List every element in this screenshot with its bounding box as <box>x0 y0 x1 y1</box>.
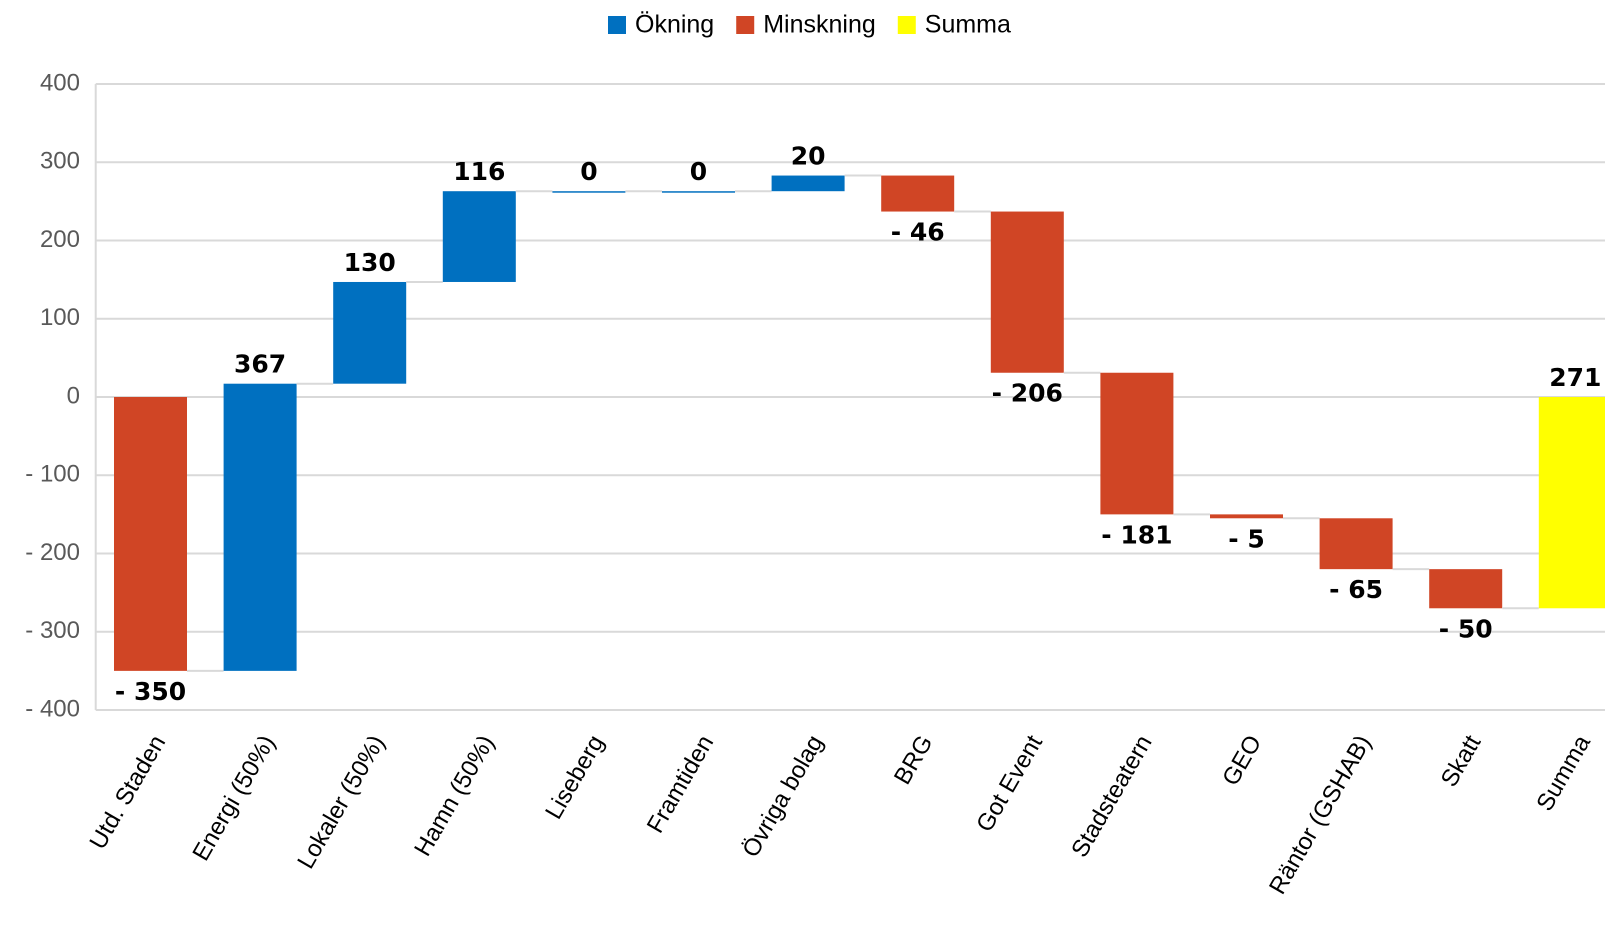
y-tick-label: 400 <box>40 69 80 96</box>
bar <box>662 191 735 193</box>
bar <box>114 397 187 671</box>
x-tick-label: Utd. Staden <box>84 731 171 854</box>
x-tick-label: Got Event <box>971 730 1048 836</box>
y-tick-label: 100 <box>40 304 80 331</box>
legend-swatch <box>736 16 755 34</box>
legend-label: Ökning <box>635 11 714 39</box>
legend: Ökning Minskning Summa <box>608 11 1011 39</box>
category-label-group: Räntor (GSHAB) <box>1264 731 1377 899</box>
y-tick-label: 300 <box>40 148 80 175</box>
value-label: - 5 <box>1228 524 1264 553</box>
legend-swatch <box>608 16 626 34</box>
value-label: - 181 <box>1101 520 1172 549</box>
category-label-group: Framtiden <box>642 731 719 838</box>
x-tick-label: BRG <box>889 731 938 790</box>
value-label: 0 <box>580 157 597 186</box>
y-tick-label: 200 <box>40 226 80 253</box>
value-label: 271 <box>1549 363 1601 392</box>
x-tick-label: Lokaler (50%) <box>292 731 390 874</box>
x-tick-label: Räntor (GSHAB) <box>1264 731 1377 899</box>
x-tick-label: Hamn (50%) <box>409 731 500 861</box>
value-label: 116 <box>453 157 505 186</box>
category-label-group: BRG <box>889 731 938 790</box>
bar <box>881 175 955 212</box>
bar <box>1429 569 1503 609</box>
y-tick-label: - 200 <box>25 539 80 566</box>
value-label: - 65 <box>1329 575 1383 604</box>
category-label-group: Energi (50%) <box>187 731 280 866</box>
value-label: 20 <box>791 142 826 171</box>
bar <box>990 211 1064 373</box>
x-tick-label: GEO <box>1217 731 1267 791</box>
x-tick-label: Stadsteatern <box>1066 731 1157 862</box>
bar <box>333 281 407 384</box>
category-label-group: Skatt <box>1436 730 1487 791</box>
bar <box>223 383 297 671</box>
x-tick-label: Liseberg <box>540 731 609 824</box>
value-label: - 46 <box>891 218 945 247</box>
category-label-group: Utd. Staden <box>84 731 171 854</box>
bar <box>552 191 626 193</box>
y-tick-label: 0 <box>67 382 80 409</box>
category-label-group: Got Event <box>971 730 1048 836</box>
legend-swatch <box>897 16 916 34</box>
category-label-group: Övriga bolag <box>737 731 828 862</box>
y-tick-label: - 400 <box>25 695 80 722</box>
y-tick-label: - 100 <box>25 461 80 488</box>
x-tick-label: Energi (50%) <box>187 731 280 866</box>
category-label-group: Lokaler (50%) <box>292 731 390 874</box>
category-label-group: Hamn (50%) <box>409 731 500 861</box>
category-label-group: GEO <box>1217 731 1267 791</box>
bar <box>1210 514 1283 519</box>
bar <box>1100 372 1174 515</box>
value-label: 367 <box>234 350 286 379</box>
bar <box>771 175 845 192</box>
legend-label: Minskning <box>763 11 876 39</box>
category-label-group: Summa <box>1531 730 1596 816</box>
value-label: 0 <box>690 157 707 186</box>
bar <box>442 191 516 282</box>
x-tick-label: Övriga bolag <box>737 731 828 862</box>
category-label-group: Liseberg <box>540 731 609 824</box>
value-label: - 206 <box>992 379 1063 408</box>
bar <box>1538 397 1605 609</box>
value-label: - 350 <box>115 677 186 706</box>
value-label: - 50 <box>1439 614 1493 643</box>
category-label-group: Stadsteatern <box>1066 731 1157 862</box>
x-tick-label: Framtiden <box>642 731 719 838</box>
y-tick-label: - 300 <box>25 617 80 644</box>
legend-label: Summa <box>925 11 1011 39</box>
bar <box>1319 518 1393 570</box>
x-tick-label: Skatt <box>1436 730 1487 791</box>
x-tick-label: Summa <box>1531 730 1596 816</box>
value-label: 130 <box>344 248 396 277</box>
